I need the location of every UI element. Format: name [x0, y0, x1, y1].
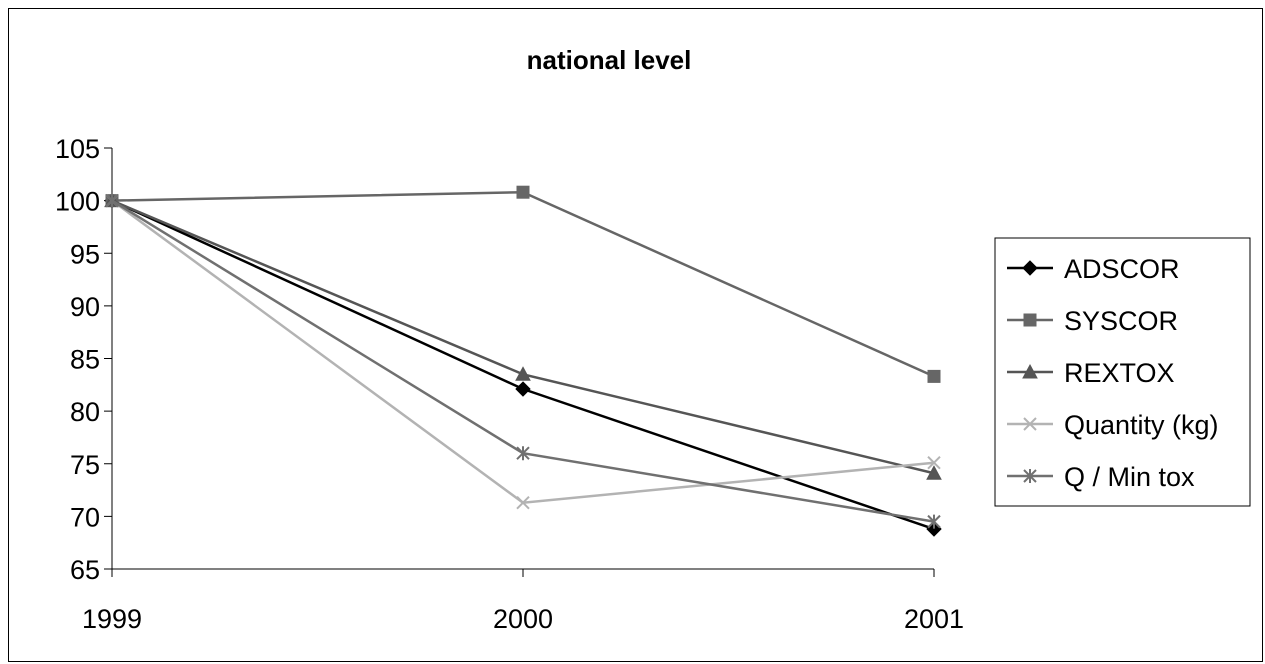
- y-tick-label: 70: [70, 502, 100, 532]
- legend-marker: [1022, 260, 1038, 276]
- y-tick-label: 105: [55, 134, 100, 164]
- legend-label: Quantity (kg): [1064, 410, 1219, 440]
- series-0: [104, 192, 942, 537]
- legend-label: Q / Min tox: [1064, 462, 1195, 492]
- legend: ADSCOR SYSCOR REXTOX Quantity (kg) Q / Min t…: [994, 237, 1251, 507]
- y-tick-label: 95: [70, 239, 100, 269]
- series-1: [105, 185, 941, 383]
- chart-frame: national level 65 70 75 80 85 90 95 100 105 1999 2…: [8, 8, 1263, 662]
- data-point: [516, 185, 530, 199]
- series-4: [105, 193, 941, 529]
- y-tick-label: 80: [70, 397, 100, 427]
- series-3: [105, 193, 941, 510]
- data-point: [927, 514, 941, 529]
- y-tick-label: 75: [70, 450, 100, 480]
- legend-marker: [1023, 313, 1037, 327]
- data-point: [927, 369, 941, 383]
- y-tick-label: 85: [70, 345, 100, 375]
- legend-item: Quantity (kg): [1007, 410, 1219, 440]
- data-point: [516, 495, 530, 510]
- series-lines: [104, 185, 942, 537]
- data-point: [516, 446, 530, 461]
- legend-label: REXTOX: [1064, 358, 1175, 388]
- line-chart: national level 65 70 75 80 85 90 95 100 105 1999 2…: [55, 45, 1251, 634]
- legend-marker: [1023, 417, 1037, 431]
- series-line: [111, 199, 935, 475]
- legend-item: REXTOX: [1007, 358, 1175, 388]
- chart-title: national level: [527, 45, 692, 75]
- legend-item: Q / Min tox: [1007, 462, 1195, 492]
- series-line: [111, 199, 935, 531]
- x-tick-label: 1999: [82, 604, 142, 634]
- y-tick-label: 90: [70, 292, 100, 322]
- x-tick-label: 2000: [493, 604, 553, 634]
- axes: 65 70 75 80 85 90 95 100 105 1999 2000 2001: [55, 134, 964, 634]
- data-point: [927, 455, 941, 470]
- y-tick-label: 100: [55, 187, 100, 217]
- legend-label: SYSCOR: [1064, 306, 1178, 336]
- legend-item: SYSCOR: [1007, 306, 1178, 336]
- series-2: [104, 192, 942, 480]
- x-tick-label: 2001: [904, 604, 964, 634]
- data-point: [515, 366, 531, 381]
- legend-marker: [1023, 469, 1037, 483]
- y-tick-label: 65: [70, 555, 100, 585]
- legend-label: ADSCOR: [1064, 254, 1180, 284]
- legend-item: ADSCOR: [1007, 254, 1180, 284]
- data-point: [105, 193, 119, 208]
- legend-marker: [1022, 363, 1038, 379]
- data-point: [515, 381, 531, 397]
- series-line: [111, 190, 935, 378]
- data-point: [926, 465, 942, 480]
